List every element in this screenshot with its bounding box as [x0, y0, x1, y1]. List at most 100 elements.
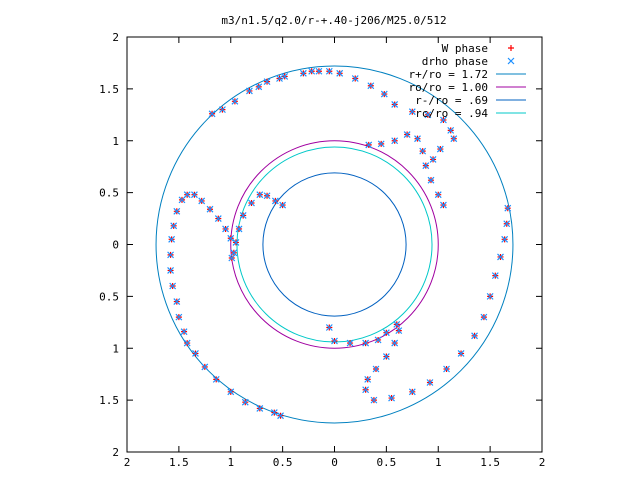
drho-phase-point: [436, 145, 444, 153]
legend-label: ro/ro = 1.00: [409, 81, 488, 94]
x-tick-label: 1: [227, 456, 234, 469]
chart-title: m3/n1.5/q2.0/r-+.40-j206/M25.0/512: [221, 14, 446, 27]
x-tick-label: 1.5: [169, 456, 189, 469]
drho-phase-point: [414, 135, 421, 143]
x-tick-label: 0: [331, 456, 338, 469]
drho-phase-point: [198, 197, 206, 205]
drho-phase-point: [277, 412, 284, 420]
legend-label: rc/ro = .94: [415, 107, 488, 120]
drho-phase-point: [299, 69, 307, 77]
drho-phase-point: [491, 272, 499, 280]
drho-phase-point: [239, 212, 247, 219]
drho-phase-point: [208, 110, 216, 118]
y-tick-label: 2: [112, 31, 119, 44]
drho-phase-point: [443, 365, 450, 373]
drho-phase-point: [377, 140, 385, 148]
drho-phase-point: [325, 67, 333, 75]
drho-phase-point: [501, 235, 509, 243]
drho-phase-point: [235, 225, 243, 233]
drho-phase-point: [281, 73, 289, 80]
drho-phase-point: [362, 386, 370, 394]
x-tick-label: 2: [539, 456, 546, 469]
drho-phase-point: [429, 156, 437, 163]
drho-phase-point: [403, 131, 411, 138]
y-tick-label: 2: [112, 446, 119, 459]
drho-phase-point: [230, 249, 238, 257]
drho-phase-point: [370, 396, 378, 404]
drho-phase-point: [183, 339, 191, 347]
drho-phase-point: [168, 235, 176, 243]
drho-phase-point: [271, 197, 279, 205]
drho-phase-point: [231, 97, 239, 105]
y-tick-label: 1: [112, 342, 119, 355]
legend-label: drho phase: [422, 55, 488, 68]
y-tick-label: 1.5: [99, 83, 119, 96]
drho-phase-point: [336, 69, 344, 77]
circle-0: [155, 65, 514, 424]
drho-phase-point: [228, 254, 236, 262]
drho-phase-point: [382, 353, 390, 360]
drho-phase-point: [219, 106, 226, 114]
drho-phase-point: [447, 126, 455, 134]
drho-phase-point: [471, 332, 478, 340]
drho-phase-point: [263, 192, 271, 200]
drho-phase-point: [201, 363, 209, 371]
drho-phase-point: [227, 388, 235, 396]
drho-phase-point: [214, 215, 222, 222]
drho-phase-point: [331, 337, 338, 345]
drho-phase-point: [393, 320, 401, 328]
drho-phase-point: [315, 67, 323, 75]
drho-phase-point: [427, 176, 435, 184]
drho-phase-point: [419, 147, 427, 155]
drho-phase-point: [486, 292, 494, 300]
drho-phase-point: [440, 116, 447, 124]
drho-phase-point: [256, 405, 264, 412]
x-tick-label: 1.5: [480, 456, 500, 469]
drho-phase-point: [374, 336, 382, 344]
drho-phase-point: [408, 108, 416, 116]
y-tick-label: 1.5: [99, 394, 119, 407]
drho-phase-point: [408, 388, 416, 396]
drho-phase-point: [380, 90, 388, 98]
drho-phase-point: [180, 328, 188, 336]
legend-label: r-/ro = .69: [415, 94, 488, 107]
x-tick-label: 1: [435, 456, 442, 469]
drho-phase-point: [388, 394, 395, 402]
drho-phase-point: [167, 267, 174, 274]
drho-phase-point: [270, 409, 278, 416]
legend-label: W phase: [442, 42, 488, 55]
drho-phase-point: [351, 75, 359, 82]
drho-phase-point: [426, 379, 434, 386]
drho-phase-point: [424, 111, 432, 119]
y-tick-label: 0.5: [99, 290, 119, 303]
drho-phase-point: [364, 375, 372, 383]
data-points: [167, 67, 512, 420]
drho-phase-point: [232, 239, 240, 246]
drho-phase-point: [497, 253, 504, 261]
drho-phase-point: [256, 191, 264, 199]
x-tick-label: 0.5: [376, 456, 396, 469]
drho-phase-point: [372, 365, 380, 373]
drho-phase-point: [346, 339, 354, 347]
circle-2: [262, 172, 407, 317]
y-tick-label: 1: [112, 135, 119, 148]
drho-phase-point: [382, 329, 390, 337]
drho-phase-point: [276, 75, 283, 82]
drho-phase-point: [167, 251, 174, 259]
drho-phase-point: [395, 327, 403, 335]
legend-marker-sample: [507, 57, 515, 65]
drho-phase-point: [206, 205, 214, 213]
drho-phase-point: [169, 282, 177, 290]
drho-phase-point: [279, 201, 287, 209]
drho-phase-point: [308, 67, 316, 75]
drho-phase-point: [191, 191, 198, 199]
drho-phase-point: [325, 324, 333, 331]
drho-phase-point: [227, 234, 235, 242]
drho-phase-point: [183, 191, 191, 199]
drho-phase-point: [480, 313, 488, 321]
drho-phase-point: [365, 141, 373, 149]
drho-phase-point: [178, 196, 186, 204]
drho-phase-point: [422, 162, 430, 170]
circle-3: [236, 146, 433, 343]
